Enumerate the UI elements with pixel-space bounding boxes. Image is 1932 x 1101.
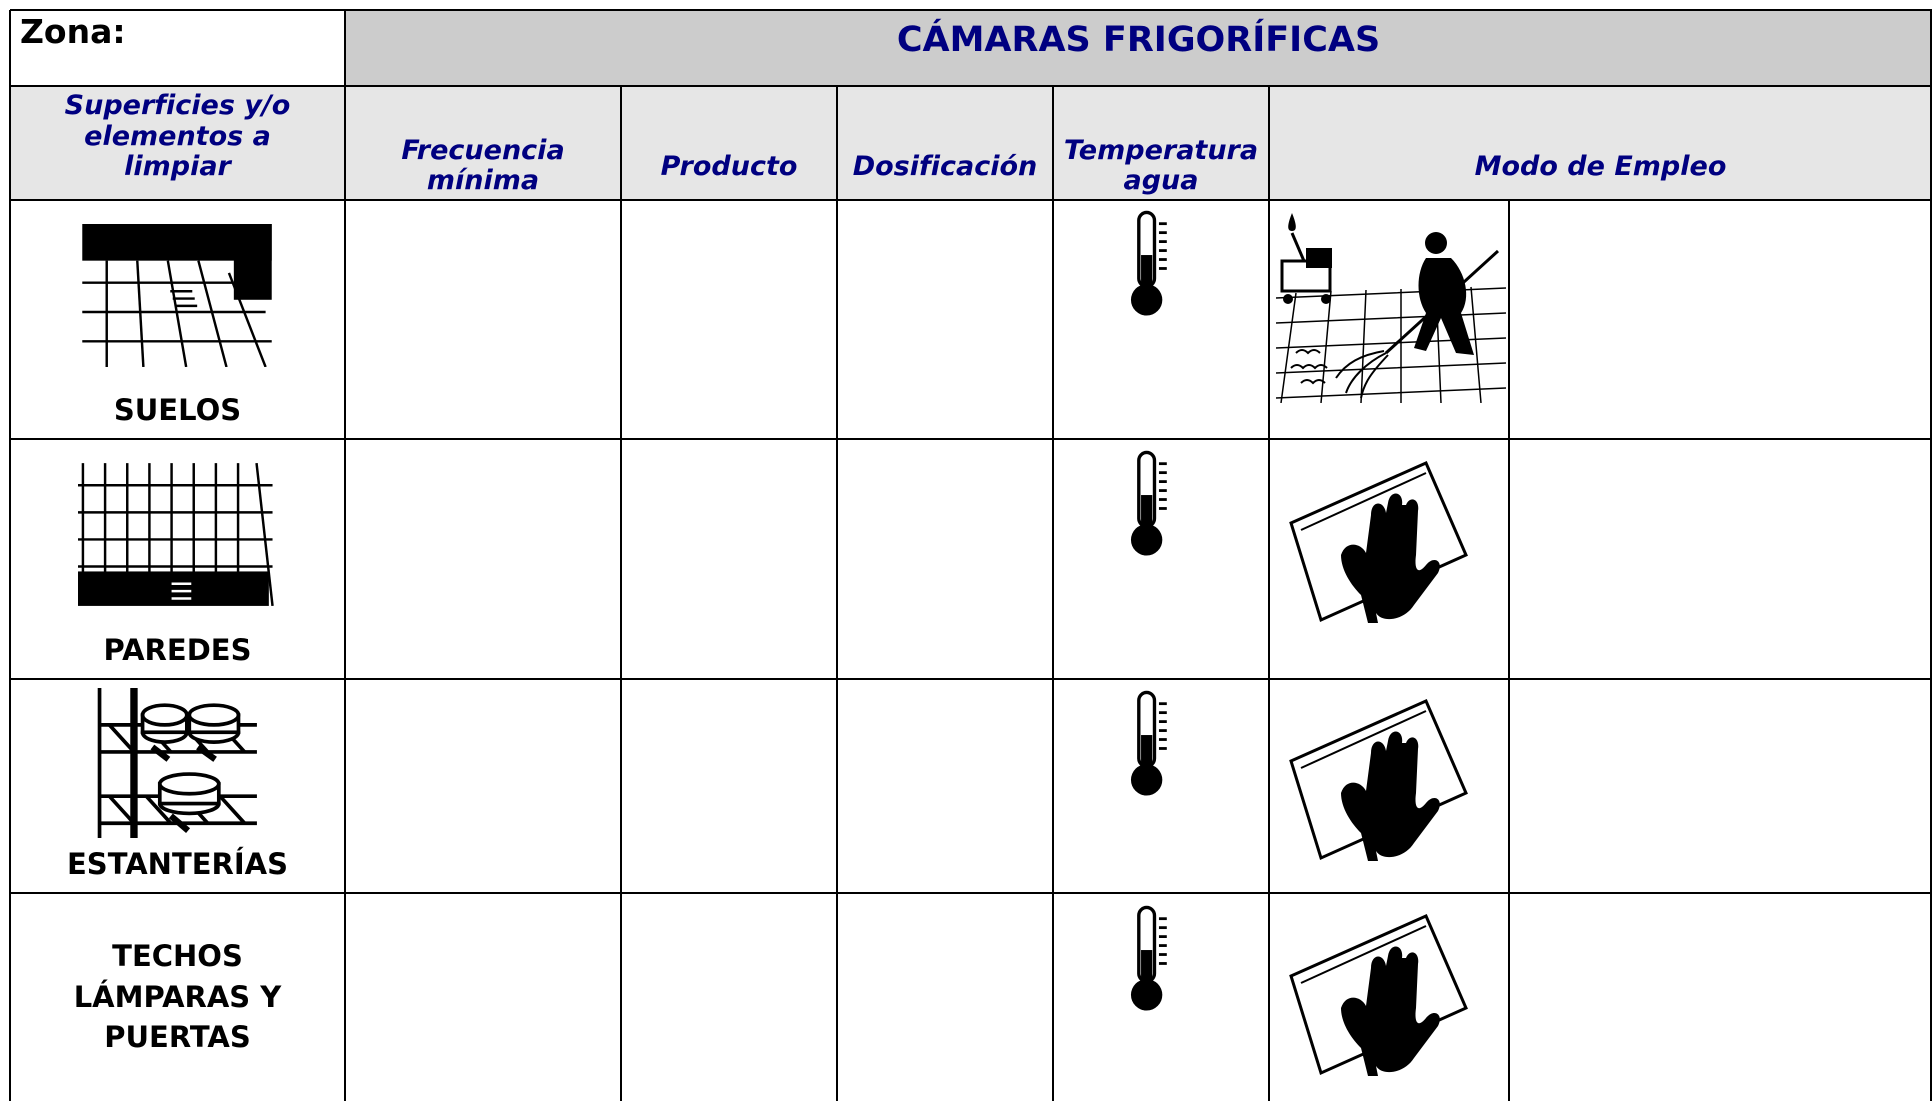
icon-part [78, 571, 269, 606]
icon-part [1276, 286, 1506, 403]
icon-part [1131, 907, 1167, 1010]
icon-part [1291, 701, 1466, 861]
icon-part [196, 744, 217, 762]
floor-icon [82, 224, 272, 367]
icon-part [255, 463, 274, 606]
hand-icon [1286, 908, 1476, 1078]
icon-part [197, 260, 228, 367]
shelf-icon [97, 688, 257, 838]
column-header: Superficies y/o elementos a limpiar [64, 90, 291, 182]
icon-part [187, 703, 241, 727]
icon-part [1306, 248, 1332, 268]
mopping-icon [1276, 213, 1506, 403]
icon-part [166, 260, 188, 367]
icon-part [140, 703, 189, 727]
hand-icon [1286, 693, 1476, 863]
icon-part [1131, 212, 1167, 315]
icon-part [1335, 350, 1389, 399]
column-header: Dosificación [852, 150, 1038, 182]
icon-part [1276, 287, 1506, 399]
icon-part [9, 9, 1932, 1101]
page-title: CÁMARAS FRIGORÍFICAS [896, 20, 1381, 60]
column-header: Frecuencia mínima [401, 134, 565, 196]
icon-part [150, 744, 217, 833]
surface-label: SUELOS [113, 393, 242, 428]
thermometer-icon [1118, 688, 1182, 800]
surface-label: TECHOS LÁMPARAS Y PUERTAS [73, 939, 282, 1055]
icon-part [78, 463, 274, 606]
title-fill [345, 10, 1932, 86]
column-header: Modo de Empleo [1474, 150, 1727, 182]
icon-part [1288, 213, 1296, 231]
icon-part [82, 260, 272, 367]
icon-part [1290, 349, 1328, 385]
header-fill [10, 86, 1932, 200]
icon-part [168, 813, 191, 833]
icon-part [1291, 463, 1466, 623]
icon-part [157, 772, 221, 796]
icon-part [150, 744, 171, 762]
icon-part [1321, 294, 1331, 304]
thermometer-icon [1118, 903, 1182, 1015]
column-header: Producto [660, 150, 798, 182]
icon-part [1290, 349, 1328, 385]
zone-label: Zona: [20, 12, 126, 51]
surface-label: ESTANTERÍAS [67, 847, 288, 882]
icon-part [1291, 916, 1466, 1076]
icon-part [171, 582, 192, 600]
icon-part [1384, 249, 1500, 355]
icon-part [1414, 258, 1474, 355]
icon-part [1425, 232, 1447, 254]
icon-part [1280, 286, 1482, 403]
icon-part [140, 703, 241, 816]
wall-icon [78, 463, 274, 606]
icon-part [1131, 692, 1167, 795]
surface-label: PAREDES [103, 633, 252, 668]
icon-part [136, 260, 145, 367]
icon-part [233, 224, 272, 300]
thermometer-icon [1118, 448, 1182, 560]
icon-part [1131, 452, 1167, 555]
thermometer-icon [1118, 208, 1182, 320]
hand-icon [1286, 455, 1476, 625]
column-header: Temperatura agua [1063, 134, 1259, 196]
icon-part [1283, 294, 1293, 304]
icon-part [1290, 232, 1306, 262]
icon-part [227, 272, 267, 367]
